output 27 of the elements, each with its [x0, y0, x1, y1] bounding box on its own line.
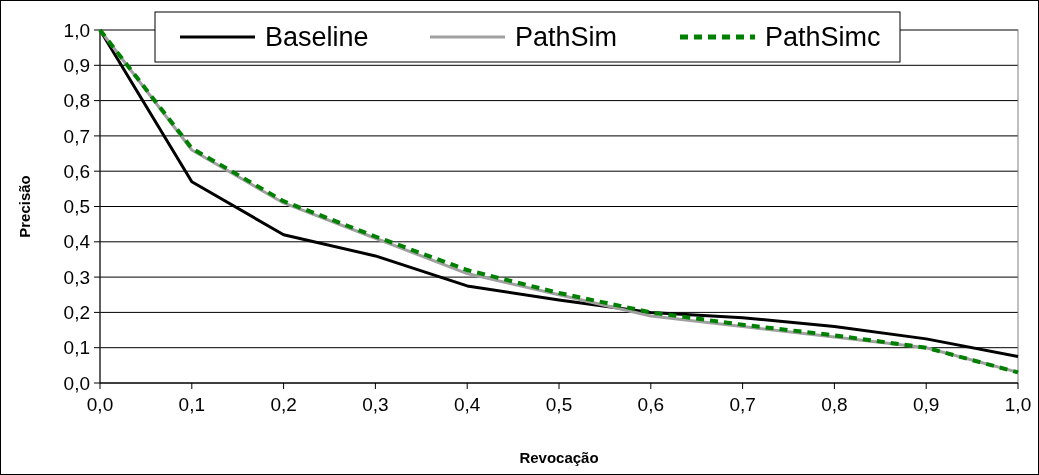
legend-label: PathSimc [765, 22, 881, 53]
x-tick-label: 0,0 [86, 394, 114, 415]
y-tick-label: 0,8 [63, 90, 90, 112]
y-tick-label: 0,1 [63, 337, 90, 359]
x-tick-label: 0,7 [729, 394, 756, 415]
x-tick-label: 0,3 [362, 394, 389, 415]
y-tick-label: 1,0 [63, 19, 90, 41]
y-tick-label: 0,2 [63, 302, 90, 324]
y-tick-label: 0,6 [63, 160, 90, 182]
x-tick-label: 1,0 [1004, 394, 1032, 415]
x-tick-label: 0,1 [178, 394, 206, 415]
y-tick-label: 0,0 [63, 372, 90, 394]
y-tick-label: 0,3 [63, 266, 90, 288]
x-tick-label: 0,6 [637, 394, 665, 415]
y-tick-label: 0,9 [63, 54, 90, 76]
x-tick-label: 0,8 [821, 394, 848, 415]
x-tick-label: 0,4 [453, 394, 481, 415]
x-tick-label: 0,9 [912, 394, 940, 415]
y-tick-label: 0,7 [63, 125, 90, 147]
y-tick-label: 0,5 [63, 196, 90, 218]
legend-label: Baseline [265, 22, 369, 53]
x-axis-title: Revocação [519, 449, 599, 466]
y-tick-label: 0,4 [63, 231, 91, 253]
x-tick-label: 0,2 [270, 394, 297, 415]
y-axis-title: Precisão [16, 175, 33, 238]
legend-label: PathSim [515, 22, 618, 53]
x-tick-label: 0,5 [545, 394, 573, 415]
